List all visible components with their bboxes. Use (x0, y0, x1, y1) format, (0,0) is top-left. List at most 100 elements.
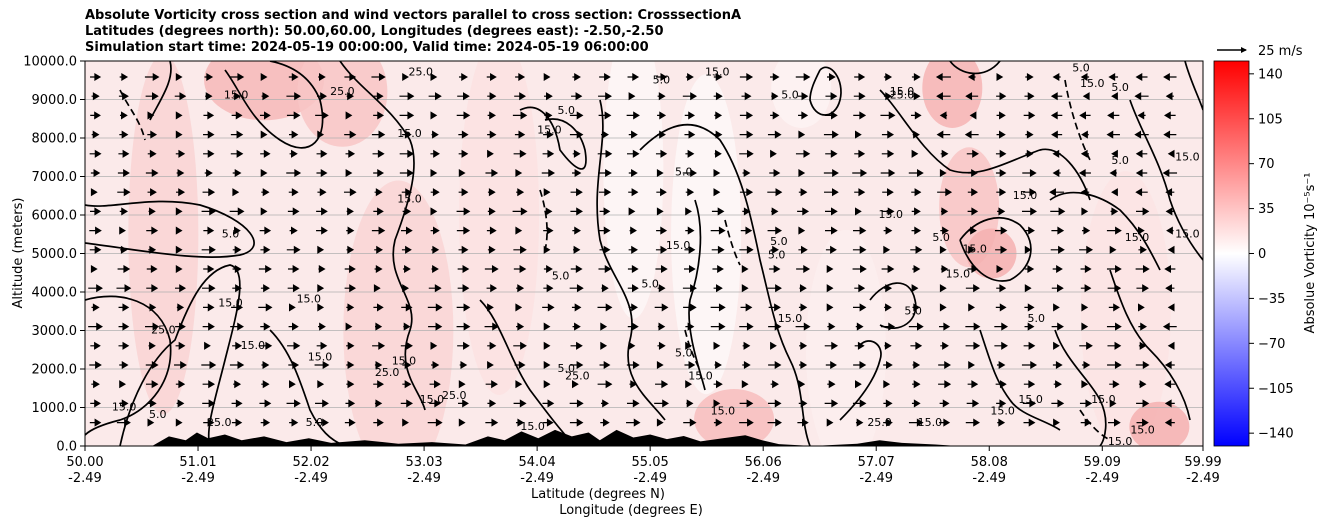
wind-vector (823, 168, 839, 178)
wind-vector (968, 226, 977, 235)
wind-vector (599, 226, 611, 235)
wind-vector (1080, 72, 1090, 82)
wind-vector (346, 245, 355, 254)
wind-vector (1050, 207, 1066, 216)
wind-vector (1079, 399, 1093, 408)
wind-vector (371, 72, 386, 82)
wind-vector (713, 188, 721, 197)
contour-label: 15.0 (308, 350, 333, 363)
wind-vector (995, 168, 1007, 178)
wind-vector (90, 111, 101, 120)
wind-vector (883, 92, 893, 101)
wind-vector (626, 360, 640, 370)
wind-vector (315, 418, 329, 427)
wind-vector (487, 245, 496, 254)
contour-line (269, 329, 346, 446)
wind-vector (939, 284, 947, 293)
wind-vector (995, 149, 1007, 158)
wind-vector (597, 149, 613, 158)
contour-label: 5.0 (781, 89, 799, 102)
wind-vector (1021, 360, 1038, 370)
wind-vector (883, 226, 893, 235)
wind-vector (345, 111, 353, 120)
wind-vector (968, 360, 975, 370)
wind-vector (939, 245, 947, 254)
wind-vector (714, 360, 722, 370)
wind-vector (119, 226, 126, 235)
wind-vector (456, 322, 471, 331)
contour-line (1129, 99, 1203, 261)
wind-vector (739, 72, 754, 82)
wind-vector (316, 207, 328, 216)
wind-vector (626, 111, 640, 120)
wind-vector (346, 303, 355, 312)
wind-vector (599, 245, 611, 254)
contour-label: 5.0 (904, 304, 922, 317)
contour-label: 15.0 (520, 420, 545, 433)
wind-vector (373, 207, 384, 216)
wind-vector (627, 72, 640, 82)
wind-vector (146, 226, 159, 235)
wind-vector (572, 226, 582, 235)
wind-vector (145, 380, 159, 389)
wind-vector (400, 399, 414, 408)
wind-vector (148, 245, 157, 254)
contour-label: 5.0 (1072, 62, 1090, 75)
wind-vector (910, 341, 923, 350)
wind-vector (344, 284, 356, 293)
wind-vector (318, 72, 326, 82)
wind-vector (119, 72, 129, 82)
contour-line (85, 295, 172, 436)
wind-vector (967, 264, 979, 274)
shading-blob (1080, 171, 1171, 446)
wind-vector (710, 226, 726, 235)
wind-vector (118, 322, 130, 331)
wind-vector (1167, 303, 1175, 312)
shading-blob (806, 229, 886, 446)
contour-line (879, 89, 1091, 201)
wind-vector (229, 360, 245, 370)
wind-vector (430, 149, 440, 158)
wind-vector (175, 130, 183, 139)
contour-label: 5.0 (149, 408, 167, 421)
wind-vector (910, 245, 923, 254)
wind-vector (685, 322, 695, 331)
wind-vector (543, 92, 553, 101)
wind-vector (401, 226, 413, 235)
wind-vector (739, 188, 754, 197)
wind-vector (968, 303, 975, 312)
title-line-1: Absolute Vorticity cross section and win… (85, 8, 742, 23)
wind-vector (487, 360, 494, 370)
wind-vector (939, 322, 951, 331)
x-tick-label-lon: -2.49 (68, 471, 102, 486)
wind-vector (1136, 284, 1149, 293)
wind-vector (798, 111, 809, 120)
wind-vector (1023, 341, 1036, 350)
wind-vector (996, 72, 1004, 82)
contour-label: 5.0 (1028, 312, 1046, 325)
wind-vector (89, 149, 102, 158)
wind-vector (626, 418, 641, 427)
contour-label: 15.0 (112, 401, 137, 414)
wind-vector (346, 207, 354, 216)
wind-vector (516, 188, 525, 197)
contour-label: 5.0 (557, 362, 575, 375)
wind-vector (968, 245, 975, 254)
wind-vector (201, 360, 217, 370)
y-tick-label: 9000.0 (32, 93, 78, 108)
wind-vector (995, 303, 1007, 312)
wind-vector (656, 207, 664, 216)
wind-vector (741, 92, 752, 101)
wind-vector (515, 226, 523, 235)
wind-vector (798, 380, 806, 389)
wind-vector (345, 322, 353, 331)
wind-vector (484, 322, 500, 331)
wind-vector (543, 322, 551, 331)
wind-vector (798, 245, 808, 254)
wind-vector (401, 245, 412, 254)
wind-vector (487, 341, 497, 350)
wind-vector (686, 399, 694, 408)
wind-vector (1164, 111, 1176, 120)
wind-vector (996, 284, 1007, 293)
contour-label: 15.0 (1080, 77, 1105, 90)
